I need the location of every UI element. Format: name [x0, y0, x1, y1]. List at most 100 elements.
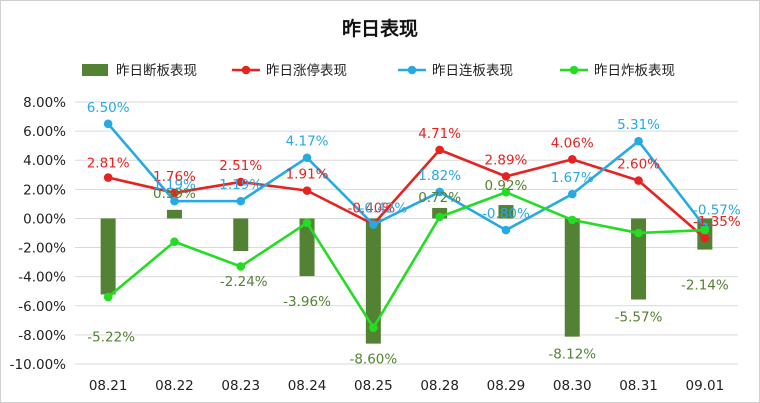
series-line: [107, 190, 705, 329]
data-label: -0.80%: [482, 206, 530, 222]
data-label: -0.57%: [693, 203, 741, 219]
series-point: [103, 173, 113, 182]
series-point: [567, 189, 577, 199]
series-line: [107, 122, 706, 232]
legend-label: 昨日连板表现: [432, 63, 513, 79]
series-point: [170, 188, 179, 198]
data-label: 2.60%: [617, 157, 660, 173]
legend: 昨日断板表现 昨日涨停表现 昨日连板表现 昨日炸板表现: [82, 62, 675, 79]
series-point: [700, 233, 710, 243]
y-tick-label: -2.00%: [18, 241, 66, 257]
y-tick-label: 8.00%: [23, 95, 66, 111]
legend-label: 昨日涨停表现: [266, 62, 347, 79]
bar: [299, 218, 315, 277]
bar: [233, 218, 249, 252]
data-label: -8.60%: [349, 352, 397, 368]
y-tick-label: -6.00%: [18, 299, 66, 315]
y-tick-label: -10.00%: [10, 357, 67, 373]
x-tick-label: 08.28: [420, 378, 459, 394]
data-label: 1.19%: [153, 177, 196, 193]
bar: [631, 218, 647, 300]
data-label: -0.40%: [347, 200, 395, 216]
series-point: [302, 153, 312, 163]
series-point: [236, 177, 246, 187]
data-label: 1.91%: [286, 167, 329, 183]
bar: [564, 218, 580, 337]
legend-swatch: [82, 64, 108, 76]
data-label: 2.81%: [87, 156, 130, 172]
series-point: [170, 196, 179, 206]
chart-title: 昨日表现: [342, 17, 418, 40]
x-tick-label: 08.25: [354, 378, 393, 394]
x-tick-label: 09.01: [686, 378, 725, 394]
x-tick-label: 08.29: [487, 378, 526, 394]
y-tick-label: 4.00%: [23, 153, 66, 169]
data-label: 0.59%: [153, 186, 196, 202]
series-point: [103, 292, 113, 302]
data-label: 1.19%: [219, 177, 262, 193]
series-point: [501, 187, 511, 197]
series-point: [369, 220, 378, 229]
data-label: 0.72%: [418, 190, 461, 206]
series-line: [107, 148, 706, 240]
y-tick-label: 2.00%: [23, 182, 66, 198]
x-tick-label: 08.22: [155, 378, 194, 394]
data-label: 1.76%: [153, 169, 196, 185]
gridlines: [75, 101, 738, 365]
series-point: [567, 215, 577, 225]
data-label: -5.22%: [87, 329, 135, 345]
line-series: [103, 119, 710, 332]
series-point: [435, 212, 444, 222]
series-point: [103, 119, 113, 129]
legend-label: 昨日炸板表现: [594, 63, 675, 79]
x-tick-label: 08.31: [619, 378, 658, 394]
data-label: -8.12%: [548, 347, 596, 363]
legend-marker: [407, 65, 417, 75]
series-point: [236, 262, 246, 271]
legend-label: 昨日断板表现: [116, 63, 197, 79]
data-label: 2.89%: [485, 152, 528, 168]
y-tick-label: -4.00%: [18, 270, 66, 286]
x-tick-label: 08.24: [288, 378, 327, 394]
series-point: [501, 172, 511, 181]
data-label: 6.50%: [87, 100, 130, 116]
x-tick-label: 08.30: [553, 378, 592, 394]
y-tick-label: -8.00%: [18, 328, 66, 344]
series-point: [634, 176, 643, 185]
series-point: [700, 225, 710, 235]
data-label: 2.51%: [219, 158, 262, 174]
data-label: -0.42%: [359, 201, 407, 217]
data-label: -5.57%: [615, 310, 663, 326]
series-point: [170, 237, 179, 247]
data-label: 4.71%: [418, 126, 461, 142]
bar: [498, 205, 514, 219]
x-axis-ticks: 08.21 08.22 08.23 08.24 08.25 08.28 08.29 08.30…: [89, 378, 724, 394]
data-label: -3.96%: [283, 294, 331, 310]
series-point: [302, 186, 312, 195]
bar: [365, 218, 381, 344]
data-label: 4.17%: [286, 134, 329, 150]
data-labels: -5.22% 0.59% -2.24% -3.96% -8.60% 0.72% 0.92% -…: [87, 100, 741, 368]
legend-marker: [569, 65, 579, 75]
x-tick-label: 08.21: [89, 378, 128, 394]
bar: [100, 218, 116, 295]
series-point: [435, 187, 444, 197]
y-tick-label: 6.00%: [23, 124, 66, 140]
series-point: [236, 196, 246, 206]
data-label: 0.92%: [485, 178, 528, 194]
data-label: 1.82%: [418, 168, 461, 184]
data-label: 5.31%: [617, 117, 660, 133]
legend-marker: [241, 65, 251, 75]
series-point: [501, 225, 511, 235]
data-label: -1.35%: [693, 214, 741, 230]
series-point: [567, 155, 577, 164]
data-label: 4.06%: [551, 135, 594, 151]
y-axis-ticks: 8.00% 6.00% 4.00% 2.00% 0.00% -2.00% -4.00% -6.…: [10, 95, 67, 373]
series-point: [302, 218, 312, 228]
data-label: -2.14%: [681, 278, 729, 294]
data-label: 1.67%: [551, 170, 594, 186]
y-tick-label: 0.00%: [23, 211, 66, 227]
series-point: [369, 323, 378, 332]
x-tick-label: 08.23: [221, 378, 260, 394]
series-point: [634, 228, 643, 238]
